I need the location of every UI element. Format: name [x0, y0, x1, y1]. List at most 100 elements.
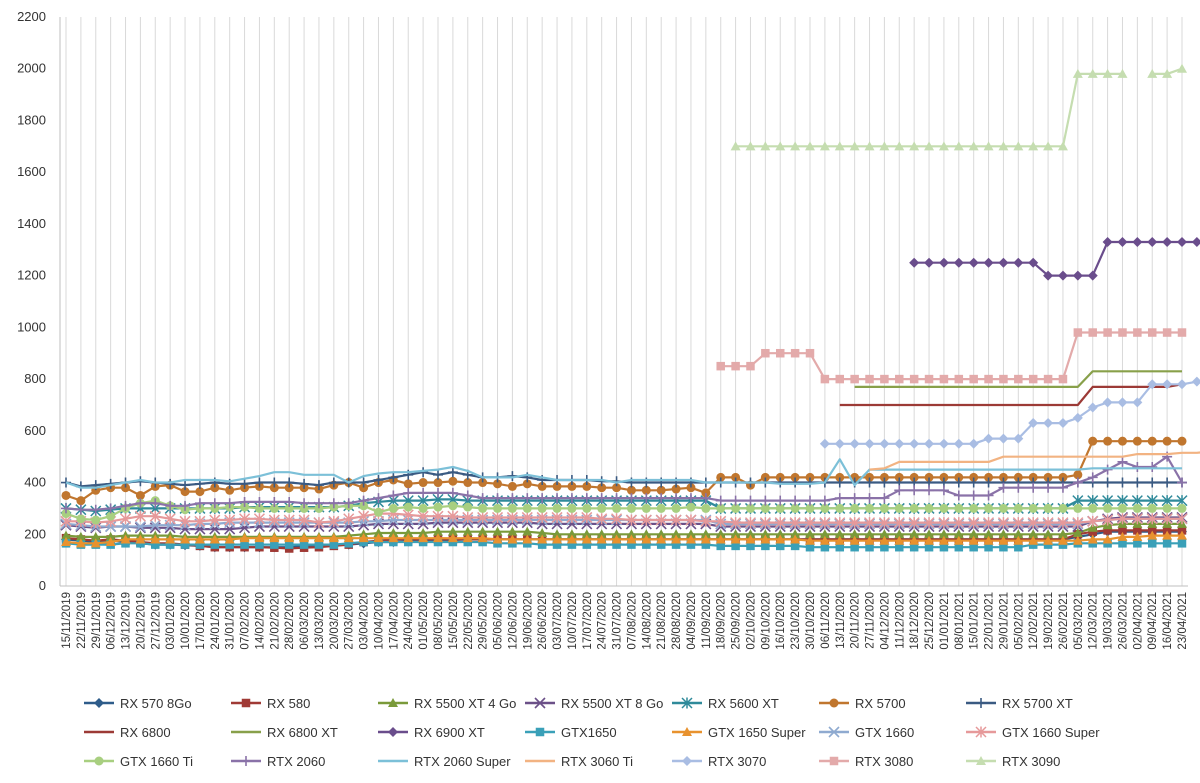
data-point: [1117, 68, 1128, 78]
data-point: [790, 541, 800, 551]
data-point: [343, 498, 354, 509]
data-point: [746, 361, 755, 371]
data-point: [299, 540, 309, 549]
x-tick-label: 30/10/2020: [805, 592, 817, 650]
data-point: [865, 472, 875, 482]
data-point: [403, 533, 414, 543]
data-point: [596, 493, 607, 504]
data-point: [789, 517, 801, 529]
data-point: [731, 472, 741, 482]
data-point: [774, 517, 786, 529]
data-point: [865, 374, 874, 384]
data-point: [939, 542, 949, 552]
series-gtx-1660-ti: [61, 496, 1187, 525]
data-point: [968, 477, 979, 488]
x-tick-label: 24/01/2020: [210, 592, 222, 650]
data-point: [358, 495, 369, 506]
legend-label: RX 5500 XT 4 Go: [414, 696, 516, 711]
data-point: [552, 481, 562, 491]
data-point: [1072, 527, 1083, 537]
data-point: [820, 374, 830, 384]
data-point: [1013, 257, 1024, 268]
data-point: [1146, 513, 1158, 525]
data-point: [938, 517, 950, 529]
data-point: [1116, 513, 1129, 525]
data-point: [521, 511, 533, 523]
y-tick-label: 2200: [17, 9, 46, 24]
data-point: [759, 517, 771, 529]
x-tick-label: 26/02/2021: [1058, 592, 1070, 650]
data-point: [954, 503, 964, 513]
legend-item: RX 6900 XT: [378, 725, 485, 740]
x-tick-label: 22/11/2019: [76, 592, 88, 649]
data-point: [433, 502, 443, 512]
data-point: [344, 539, 353, 548]
data-point: [194, 534, 205, 544]
data-point: [730, 534, 741, 544]
data-point: [998, 482, 1009, 493]
data-point: [1043, 529, 1054, 539]
data-point: [968, 438, 979, 449]
data-point: [999, 374, 1008, 384]
series-rtx-3070: [819, 376, 1200, 449]
data-point: [775, 472, 785, 482]
data-point: [507, 526, 518, 536]
data-point: [150, 498, 161, 509]
data-point: [194, 498, 205, 509]
data-point: [745, 495, 756, 506]
data-point: [180, 540, 190, 549]
data-point: [90, 504, 101, 515]
data-point: [433, 526, 443, 536]
data-point: [537, 540, 547, 549]
data-point: [998, 257, 1009, 268]
data-point: [240, 502, 250, 512]
legend-label: RTX 2060 Super: [414, 754, 511, 769]
data-point: [284, 483, 294, 493]
x-tick-labels: 15/11/2019 22/11/2019 29/11/2019 06/12/2019…: [61, 592, 1189, 650]
data-point: [210, 483, 220, 493]
data-point: [998, 503, 1008, 513]
legend-marker: [976, 756, 986, 765]
data-point: [507, 493, 518, 504]
data-point: [403, 527, 414, 537]
data-point: [1132, 503, 1142, 513]
data-point: [715, 515, 727, 527]
data-point: [924, 542, 934, 552]
data-point: [209, 523, 221, 535]
data-point: [626, 493, 637, 504]
data-point: [1147, 68, 1158, 78]
x-tick-label: 26/03/2021: [1117, 592, 1129, 650]
data-point: [507, 481, 517, 491]
data-point: [552, 503, 562, 513]
x-tick-label: 12/03/2021: [1088, 592, 1100, 650]
legend-label: GTX 1660 Super: [1002, 725, 1100, 740]
data-point: [790, 529, 801, 539]
data-point: [253, 513, 265, 525]
data-point: [358, 477, 369, 488]
data-point: [448, 476, 458, 486]
legend-marker: [975, 726, 987, 738]
data-point: [1161, 513, 1173, 525]
data-point: [270, 540, 279, 549]
legend-marker: [534, 697, 546, 709]
x-tick-label: 19/02/2021: [1043, 592, 1055, 650]
series-rx-6800-xt: [854, 370, 1182, 388]
data-point: [894, 503, 904, 513]
data-point: [820, 542, 830, 552]
data-point: [209, 514, 221, 526]
data-point: [805, 141, 815, 151]
data-point: [864, 141, 875, 151]
data-point: [938, 438, 949, 449]
data-point: [775, 503, 785, 513]
data-point: [834, 517, 846, 529]
data-point: [612, 503, 622, 513]
series-rtx-3090: [730, 63, 1187, 151]
data-point: [998, 529, 1009, 539]
data-point: [61, 503, 71, 514]
data-point: [1162, 436, 1172, 446]
legend-label: GTX 1650 Super: [708, 725, 806, 740]
data-point: [968, 517, 980, 529]
x-tick-label: 12/02/2021: [1028, 592, 1040, 650]
legend-marker: [535, 727, 545, 737]
data-point: [1177, 477, 1187, 488]
